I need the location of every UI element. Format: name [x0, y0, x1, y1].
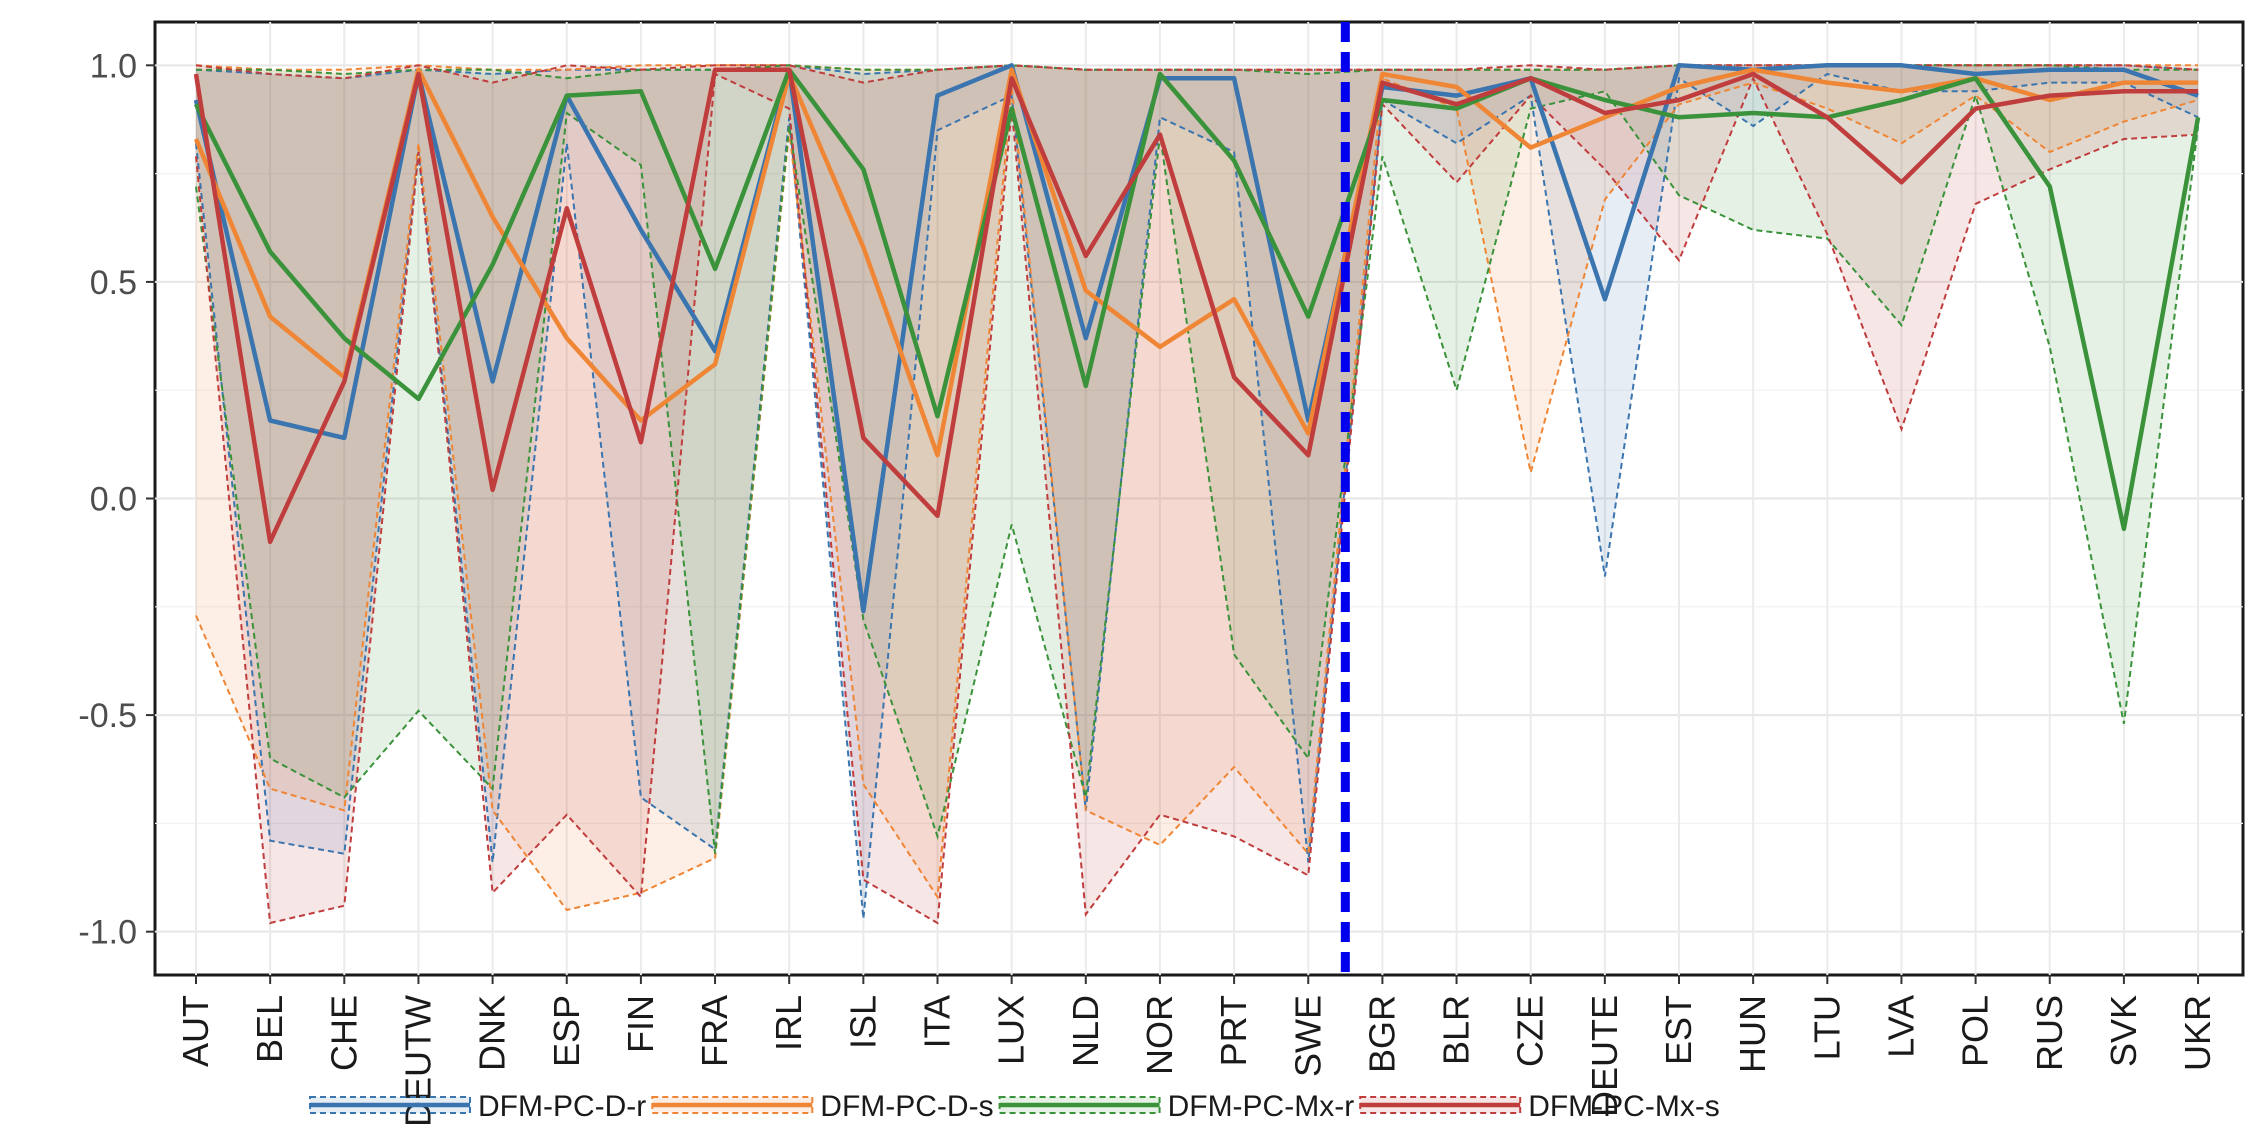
x-tick-label: CHE [323, 995, 364, 1071]
lower-bound-DFM-PC-D-r [195, 72, 2199, 919]
legend-label: DFM-PC-Mx-r [1168, 1090, 1355, 1123]
x-tick-label: LTU [1806, 995, 1847, 1060]
x-tick-label: UKR [2177, 995, 2218, 1071]
x-tick-label: DEUTE [1584, 995, 1625, 1117]
gridlines [155, 22, 2243, 975]
x-tick-label: LUX [991, 995, 1032, 1065]
x-tick-label: POL [1955, 995, 1996, 1067]
y-tick-label: -1.0 [78, 914, 137, 952]
x-tick-label: AUT [175, 995, 216, 1067]
confidence-bands [196, 65, 2199, 924]
series-line-DFM-PC-D-s [193, 67, 2199, 458]
lower-bound-DFM-PC-D-s [195, 76, 2199, 912]
band-DFM-PC-Mx-s [196, 65, 2199, 924]
legend-item: DFM-PC-Mx-s [1359, 1090, 1720, 1123]
x-tick-label: DNK [472, 995, 513, 1071]
lower-bound-DFM-PC-Mx-r [195, 90, 2200, 854]
upper-bound-DFM-PC-Mx-s [195, 64, 2199, 84]
legend-label: DFM-PC-D-r [478, 1090, 646, 1123]
y-tick-label: 0.5 [90, 264, 137, 302]
series-line-DFM-PC-D-r [193, 63, 2199, 614]
x-tick-label: BEL [249, 995, 290, 1063]
legend-label: DFM-PC-D-s [820, 1090, 993, 1123]
x-tick-label: IRL [768, 995, 809, 1051]
x-tick-label: HUN [1732, 995, 1773, 1073]
series-line-DFM-PC-Mx-s [193, 67, 2199, 545]
series-lines [193, 63, 2201, 614]
x-tick-label: NOR [1139, 995, 1180, 1075]
band-DFM-PC-Mx-r [196, 65, 2199, 854]
x-tick-label: BLR [1436, 995, 1477, 1065]
legend-item: DFM-PC-Mx-r [998, 1090, 1355, 1123]
x-tick-label: CZE [1510, 995, 1551, 1067]
legend-item: DFM-PC-D-r [309, 1090, 646, 1123]
legend-label: DFM-PC-Mx-s [1528, 1090, 1720, 1123]
x-tick-label: SVK [2103, 995, 2144, 1067]
x-tick-label: EST [1658, 995, 1699, 1065]
y-axis: -1.0 -0.5 0.0 0.5 1.0 [78, 47, 155, 952]
y-tick-label: -0.5 [78, 697, 137, 735]
lower-bound-DFM-PC-Mx-s [195, 72, 2199, 925]
x-tick-label: ESP [546, 995, 587, 1067]
legend: DFM-PC-D-r DFM-PC-D-s DFM-PC-Mx-r DFM-PC-Mx… [309, 1090, 1720, 1123]
x-tick-label: BGR [1361, 995, 1402, 1073]
x-tick-label: RUS [2029, 995, 2070, 1071]
x-tick-label: FIN [620, 995, 661, 1053]
y-tick-label: 0.0 [90, 481, 137, 519]
series-line-DFM-PC-Mx-r [193, 67, 2201, 532]
band-DFM-PC-D-s [196, 65, 2199, 911]
y-tick-label: 1.0 [90, 47, 137, 85]
x-axis: AUT BEL CHE DEUTW DNK ESP FIN FRA IRL ISL ITA LUX NL… [175, 975, 2218, 1127]
x-tick-label: FRA [694, 995, 735, 1067]
x-tick-label: PRT [1213, 995, 1254, 1066]
x-tick-label: LVA [1880, 995, 1921, 1058]
legend-item: DFM-PC-D-s [651, 1090, 994, 1123]
x-tick-label: NLD [1065, 995, 1106, 1067]
band-DFM-PC-D-r [196, 65, 2199, 919]
x-tick-label: ISL [842, 995, 883, 1049]
x-tick-label: ITA [917, 995, 958, 1048]
x-tick-label: SWE [1287, 995, 1328, 1077]
